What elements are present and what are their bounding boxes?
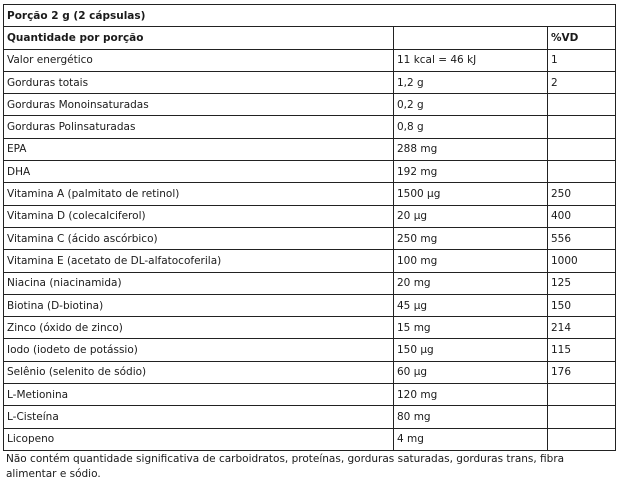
nutrient-amount: 100 mg [393,249,548,273]
header-name: Quantidade por porção [3,26,394,50]
nutrient-amount: 20 mg [393,271,548,295]
nutrient-row: L-Cisteína 80 mg [3,405,616,429]
nutrient-name: Vitamina E (acetato de DL-alfatocoferila… [3,249,394,273]
nutrient-vd: 1 [547,48,616,72]
nutrient-amount: 45 µg [393,293,548,318]
nutrient-amount: 120 mg [393,383,548,407]
nutrient-amount: 1500 µg [393,182,548,206]
nutrient-name: Zinco (óxido de zinco) [3,316,394,340]
nutrient-vd [547,160,616,184]
nutrient-vd [547,383,616,407]
portion-row: Porção 2 g (2 cápsulas) [3,3,616,28]
nutrient-name: Iodo (iodeto de potássio) [3,338,394,362]
nutrient-vd [547,115,616,139]
footnote: Não contém quantidade significativa de c… [6,452,565,480]
nutrient-amount: 192 mg [393,160,548,184]
nutrient-amount: 4 mg [393,427,548,451]
nutrient-vd: 214 [547,316,616,340]
header-row: Quantidade por porção %VD [3,26,616,50]
nutrient-row: Iodo (iodeto de potássio) 150 µg 115 [3,338,616,362]
nutrient-row: Niacina (niacinamida) 20 mg 125 [3,271,616,295]
nutrient-name: EPA [3,137,394,162]
nutrition-table: Porção 2 g (2 cápsulas) Quantidade por p… [3,3,616,451]
nutrient-vd: 2 [547,70,616,95]
nutrient-name: Gorduras totais [3,70,394,95]
nutrient-name: Selênio (selenito de sódio) [3,360,394,385]
nutrient-amount: 0,2 g [393,93,548,117]
nutrient-amount: 288 mg [393,137,548,162]
nutrient-name: Valor energético [3,48,394,72]
nutrient-row: Selênio (selenito de sódio) 60 µg 176 [3,360,616,385]
nutrient-amount: 80 mg [393,405,548,429]
nutrient-name: Gorduras Polinsaturadas [3,115,394,139]
nutrient-vd [547,405,616,429]
nutrient-row: Zinco (óxido de zinco) 15 mg 214 [3,316,616,340]
nutrient-name: Gorduras Monoinsaturadas [3,93,394,117]
nutrient-vd: 250 [547,182,616,206]
nutrient-vd: 1000 [547,249,616,273]
nutrient-amount: 0,8 g [393,115,548,139]
nutrient-row: L-Metionina 120 mg [3,383,616,407]
nutrition-facts-panel: Porção 2 g (2 cápsulas) Quantidade por p… [3,3,616,482]
nutrient-row: Vitamina C (ácido ascórbico) 250 mg 556 [3,226,616,251]
nutrient-vd: 115 [547,338,616,362]
nutrient-vd: 176 [547,360,616,385]
nutrient-name: Niacina (niacinamida) [3,271,394,295]
nutrient-amount: 60 µg [393,360,548,385]
nutrient-row: Vitamina E (acetato de DL-alfatocoferila… [3,249,616,273]
nutrient-row: Gorduras Polinsaturadas 0,8 g [3,115,616,139]
nutrient-amount: 11 kcal = 46 kJ [393,48,548,72]
nutrient-amount: 15 mg [393,316,548,340]
header-amount [393,26,548,50]
nutrient-row: Biotina (D-biotina) 45 µg 150 [3,293,616,318]
nutrient-vd: 125 [547,271,616,295]
nutrient-vd [547,137,616,162]
nutrient-amount: 150 µg [393,338,548,362]
nutrient-name: L-Metionina [3,383,394,407]
nutrient-row: Valor energético 11 kcal = 46 kJ 1 [3,48,616,72]
nutrient-row: Vitamina A (palmitato de retinol) 1500 µg… [3,182,616,206]
nutrient-name: DHA [3,160,394,184]
nutrient-row: EPA 288 mg [3,137,616,162]
nutrient-amount: 250 mg [393,226,548,251]
nutrient-name: Biotina (D-biotina) [3,293,394,318]
portion-label: Porção 2 g (2 cápsulas) [3,3,616,28]
nutrient-vd: 150 [547,293,616,318]
nutrient-row: Licopeno 4 mg [3,427,616,451]
nutrient-row: Vitamina D (colecalciferol) 20 µg 400 [3,204,616,228]
nutrient-vd [547,93,616,117]
nutrient-amount: 1,2 g [393,70,548,95]
nutrient-vd [547,427,616,451]
nutrient-name: Vitamina D (colecalciferol) [3,204,394,228]
nutrient-amount: 20 µg [393,204,548,228]
nutrient-vd: 400 [547,204,616,228]
nutrient-name: Licopeno [3,427,394,451]
header-vd: %VD [547,26,616,50]
nutrient-name: Vitamina A (palmitato de retinol) [3,182,394,206]
nutrient-name: L-Cisteína [3,405,394,429]
nutrient-row: Gorduras Monoinsaturadas 0,2 g [3,93,616,117]
nutrient-name: Vitamina C (ácido ascórbico) [3,226,394,251]
nutrient-vd: 556 [547,226,616,251]
nutrient-row: DHA 192 mg [3,160,616,184]
